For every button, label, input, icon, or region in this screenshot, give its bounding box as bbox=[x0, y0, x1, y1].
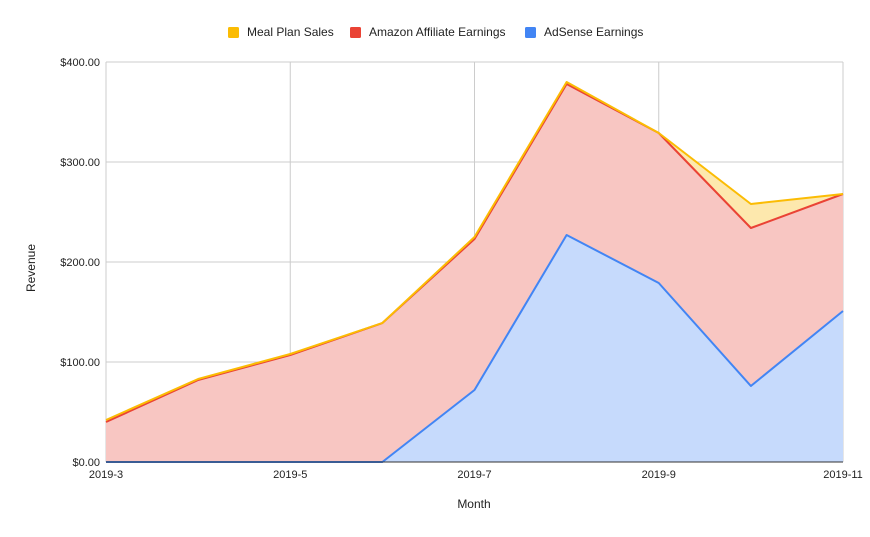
legend-swatch bbox=[228, 27, 239, 38]
y-tick-label: $200.00 bbox=[60, 257, 100, 269]
chart-legend: Meal Plan Sales Amazon Affiliate Earnings… bbox=[228, 25, 643, 39]
legend-label: Amazon Affiliate Earnings bbox=[369, 25, 506, 39]
legend-swatch bbox=[525, 27, 536, 38]
legend-item-amazon-affiliate-earnings[interactable]: Amazon Affiliate Earnings bbox=[350, 25, 506, 39]
legend-item-adsense-earnings[interactable]: AdSense Earnings bbox=[525, 25, 643, 39]
y-tick-label: $400.00 bbox=[60, 57, 100, 69]
legend-item-meal-plan-sales[interactable]: Meal Plan Sales bbox=[228, 25, 334, 39]
y-tick-label: $0.00 bbox=[72, 457, 100, 469]
x-axis-ticks: 2019-3 2019-5 2019-7 2019-9 2019-11 bbox=[89, 469, 863, 481]
x-tick-label: 2019-9 bbox=[642, 469, 676, 481]
x-axis-title: Month bbox=[457, 497, 490, 511]
area-amazon-affiliate-earnings bbox=[106, 84, 843, 462]
y-axis-ticks: $0.00 $100.00 $200.00 $300.00 $400.00 bbox=[60, 57, 100, 469]
legend-label: AdSense Earnings bbox=[544, 25, 643, 39]
x-tick-label: 2019-11 bbox=[823, 469, 863, 481]
y-tick-label: $100.00 bbox=[60, 357, 100, 369]
y-tick-label: $300.00 bbox=[60, 157, 100, 169]
line-meal-plan-sales bbox=[105, 81, 844, 421]
legend-label: Meal Plan Sales bbox=[247, 25, 334, 39]
area-adsense-earnings bbox=[106, 235, 843, 462]
legend-swatch bbox=[350, 27, 361, 38]
x-tick-label: 2019-7 bbox=[457, 469, 491, 481]
x-tick-label: 2019-5 bbox=[273, 469, 307, 481]
y-axis-title: Revenue bbox=[24, 244, 38, 292]
x-tick-label: 2019-3 bbox=[89, 469, 123, 481]
